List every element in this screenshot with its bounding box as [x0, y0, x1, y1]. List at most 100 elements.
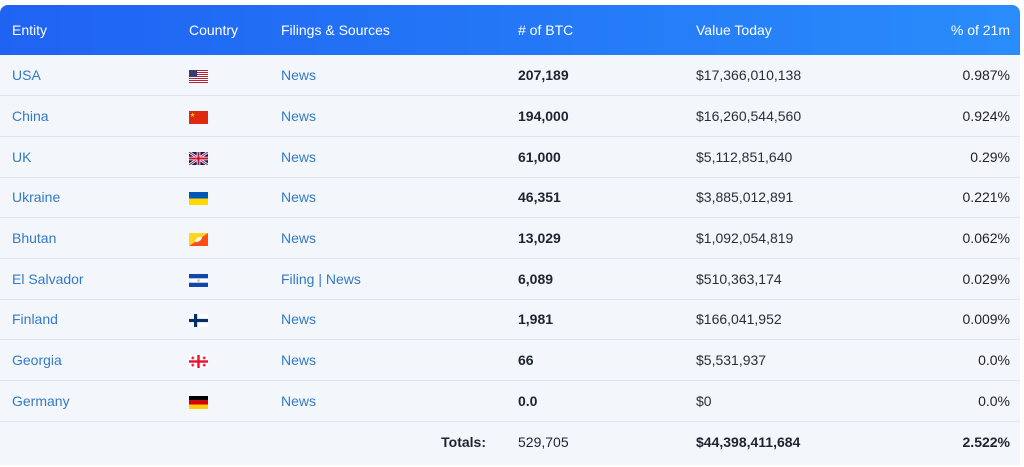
table-row: Finland News 1,981 $166,041,952 0.009%	[0, 299, 1020, 340]
percent-cell: 0.221%	[962, 189, 1010, 206]
table-header-row: Entity Country Filings & Sources # of BT…	[0, 5, 1020, 55]
uk-flag-icon	[189, 151, 208, 165]
percent-cell: 0.0%	[978, 392, 1010, 409]
table-row: Bhutan News 13,029 $1,092,054,819 0.062%	[0, 218, 1020, 259]
sources-cell: News	[269, 177, 506, 218]
btc-count-cell: 1,981	[518, 311, 554, 328]
header-pct[interactable]: % of 21m	[950, 22, 1010, 38]
percent-cell: 0.029%	[962, 270, 1010, 287]
source-link-news[interactable]: News	[325, 270, 361, 287]
btc-count-cell: 61,000	[518, 148, 561, 165]
entity-link[interactable]: Georgia	[12, 352, 62, 369]
table-row: Georgia News 66 $5,531,937 0.0%	[0, 340, 1020, 381]
entity-cell: El Salvador	[0, 258, 177, 299]
entity-link[interactable]: El Salvador	[12, 270, 84, 287]
entity-cell: Germany	[0, 381, 177, 422]
sources-cell: News	[269, 55, 506, 96]
entity-cell: Bhutan	[0, 218, 177, 259]
country-cell	[177, 381, 269, 422]
totals-btc: 529,705	[518, 433, 569, 450]
country-cell	[177, 136, 269, 177]
percent-cell: 0.987%	[962, 67, 1010, 84]
entity-link[interactable]: China	[12, 108, 49, 125]
percent-cell: 0.0%	[978, 352, 1010, 369]
value-cell: $3,885,012,891	[696, 189, 794, 206]
entity-cell: Ukraine	[0, 177, 177, 218]
value-cell: $17,366,010,138	[696, 67, 802, 84]
entity-cell: USA	[0, 55, 177, 96]
entity-link[interactable]: USA	[12, 67, 41, 84]
header-btc[interactable]: # of BTC	[518, 22, 574, 38]
entity-link[interactable]: UK	[12, 148, 32, 165]
sources-cell: News	[269, 96, 506, 137]
source-link-news[interactable]: News	[281, 67, 317, 84]
el-salvador-flag-icon	[189, 273, 208, 287]
entity-link[interactable]: Ukraine	[12, 189, 61, 206]
country-cell	[177, 299, 269, 340]
country-cell	[177, 96, 269, 137]
entity-link[interactable]: Bhutan	[12, 230, 57, 247]
source-link-news[interactable]: News	[281, 230, 317, 247]
table-row: Ukraine News 46,351 $3,885,012,891 0.221%	[0, 177, 1020, 218]
entity-link[interactable]: Finland	[12, 311, 58, 328]
totals-label: Totals:	[441, 433, 486, 450]
treasury-table-container: Entity Country Filings & Sources # of BT…	[0, 5, 1020, 465]
country-cell	[177, 55, 269, 96]
sources-cell: Filing | News	[269, 258, 506, 299]
totals-empty-cell	[177, 421, 269, 462]
us-flag-icon	[189, 69, 208, 83]
value-cell: $0	[696, 392, 712, 409]
header-entity[interactable]: Entity	[12, 22, 48, 38]
btc-count-cell: 207,189	[518, 67, 569, 84]
source-link-news[interactable]: News	[281, 352, 317, 369]
source-separator: |	[314, 270, 326, 287]
country-cell	[177, 340, 269, 381]
btc-count-cell: 0.0	[518, 392, 538, 409]
sources-cell: News	[269, 299, 506, 340]
sources-cell: News	[269, 136, 506, 177]
totals-row: Totals: 529,705 $44,398,411,684 2.522%	[0, 421, 1020, 462]
source-link-news[interactable]: News	[281, 392, 317, 409]
value-cell: $510,363,174	[696, 270, 782, 287]
source-link-news[interactable]: News	[281, 311, 317, 328]
percent-cell: 0.924%	[962, 108, 1010, 125]
country-cell	[177, 258, 269, 299]
finland-flag-icon	[189, 314, 208, 328]
header-sources[interactable]: Filings & Sources	[281, 22, 390, 38]
sources-cell: News	[269, 218, 506, 259]
germany-flag-icon	[189, 395, 208, 409]
source-link-news[interactable]: News	[281, 189, 317, 206]
source-link-news[interactable]: News	[281, 108, 317, 125]
percent-cell: 0.009%	[962, 311, 1010, 328]
totals-value: $44,398,411,684	[696, 433, 801, 450]
value-cell: $166,041,952	[696, 311, 782, 328]
ukraine-flag-icon	[189, 192, 208, 206]
value-cell: $5,531,937	[696, 352, 767, 369]
source-link-filing[interactable]: Filing	[281, 270, 315, 287]
entity-cell: China	[0, 96, 177, 137]
percent-cell: 0.062%	[962, 230, 1010, 247]
country-cell	[177, 177, 269, 218]
btc-count-cell: 66	[518, 352, 534, 369]
entity-link[interactable]: Germany	[12, 392, 70, 409]
value-cell: $16,260,544,560	[696, 108, 802, 125]
table-row: UK News 61,000 $5,112,851,640 0.29%	[0, 136, 1020, 178]
value-cell: $5,112,851,640	[696, 148, 793, 165]
header-country[interactable]: Country	[189, 22, 239, 38]
bhutan-flag-icon	[189, 232, 208, 246]
source-link-news[interactable]: News	[281, 148, 317, 165]
header-value[interactable]: Value Today	[696, 22, 772, 38]
value-cell: $1,092,054,819	[696, 230, 794, 247]
btc-count-cell: 194,000	[518, 108, 569, 125]
china-flag-icon	[189, 110, 208, 124]
entity-cell: Georgia	[0, 340, 177, 381]
btc-count-cell: 46,351	[518, 189, 561, 206]
totals-pct: 2.522%	[962, 433, 1010, 450]
entity-cell: UK	[0, 136, 177, 177]
georgia-flag-icon	[189, 354, 208, 368]
table-row: El Salvador Filing | News 6,089 $510,363,17…	[0, 258, 1020, 300]
table-row: China News 194,000 $16,260,544,560 0.924%	[0, 96, 1020, 137]
totals-empty-cell	[0, 421, 177, 462]
table-row: USA News 207,189 $17,366,010,138 0.987%	[0, 55, 1020, 96]
table-row: Germany News 0.0 $0 0.0%	[0, 381, 1020, 422]
